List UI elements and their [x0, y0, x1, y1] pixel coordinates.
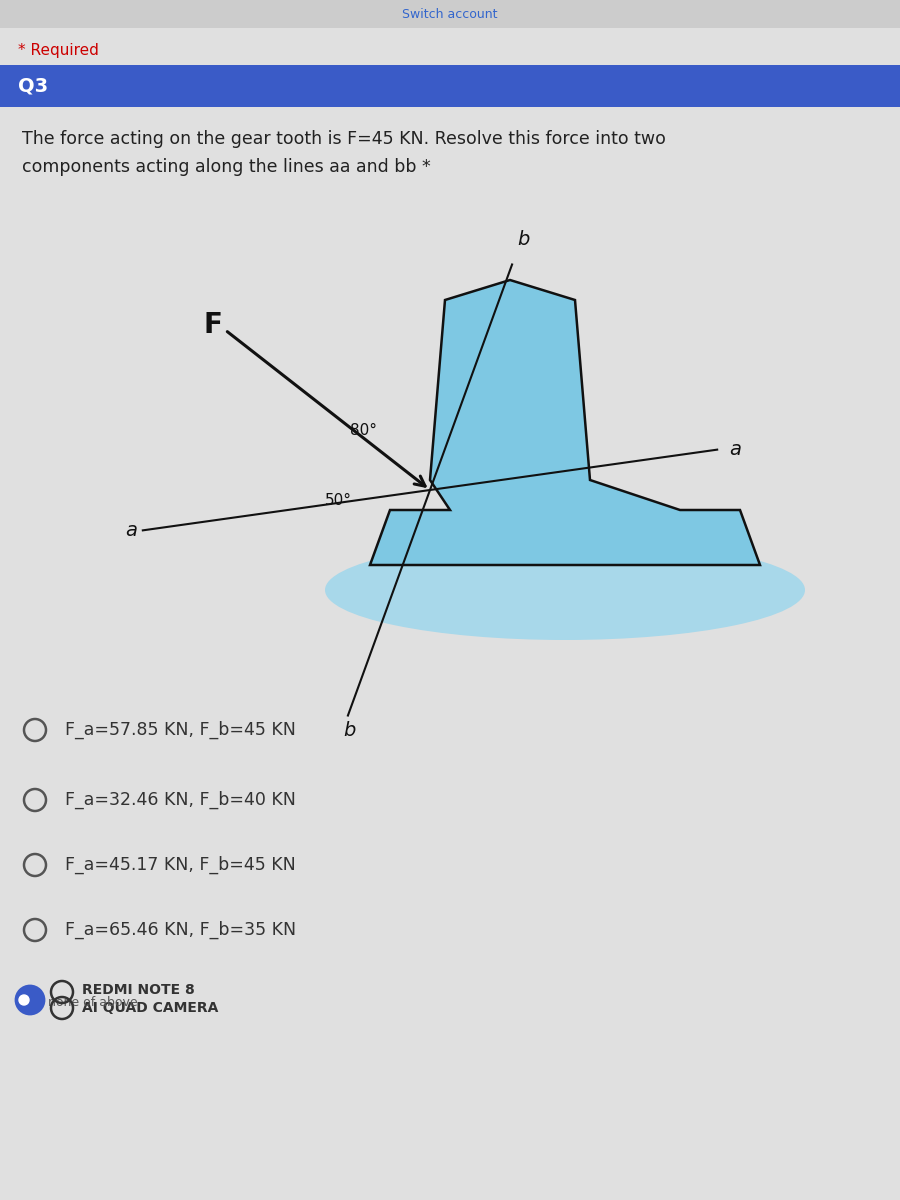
Text: b: b — [518, 230, 529, 250]
Text: none of above: none of above — [48, 996, 138, 1008]
Text: 50°: 50° — [325, 493, 352, 508]
Bar — [0, 0, 900, 28]
Text: F_a=65.46 KN, F_b=35 KN: F_a=65.46 KN, F_b=35 KN — [65, 920, 296, 940]
Text: The force acting on the gear tooth is F=45 KN. Resolve this force into two: The force acting on the gear tooth is F=… — [22, 130, 666, 148]
Text: a: a — [125, 521, 137, 540]
Polygon shape — [370, 280, 760, 565]
Text: a: a — [729, 440, 742, 460]
Text: AI QUAD CAMERA: AI QUAD CAMERA — [82, 1001, 219, 1015]
Text: REDMI NOTE 8: REDMI NOTE 8 — [82, 983, 194, 997]
Ellipse shape — [325, 540, 805, 640]
Text: F_a=32.46 KN, F_b=40 KN: F_a=32.46 KN, F_b=40 KN — [65, 791, 296, 809]
Circle shape — [16, 986, 44, 1014]
Text: F: F — [203, 311, 222, 338]
Text: F_a=57.85 KN, F_b=45 KN: F_a=57.85 KN, F_b=45 KN — [65, 721, 296, 739]
Bar — [0, 65, 900, 107]
Text: Switch account: Switch account — [402, 7, 498, 20]
Text: F_a=45.17 KN, F_b=45 KN: F_a=45.17 KN, F_b=45 KN — [65, 856, 296, 874]
Text: 80°: 80° — [350, 422, 377, 438]
Circle shape — [19, 995, 29, 1006]
Text: components acting along the lines aa and bb *: components acting along the lines aa and… — [22, 158, 431, 176]
Text: b: b — [343, 720, 356, 739]
Text: * Required: * Required — [18, 42, 99, 58]
Text: Q3: Q3 — [18, 77, 48, 96]
